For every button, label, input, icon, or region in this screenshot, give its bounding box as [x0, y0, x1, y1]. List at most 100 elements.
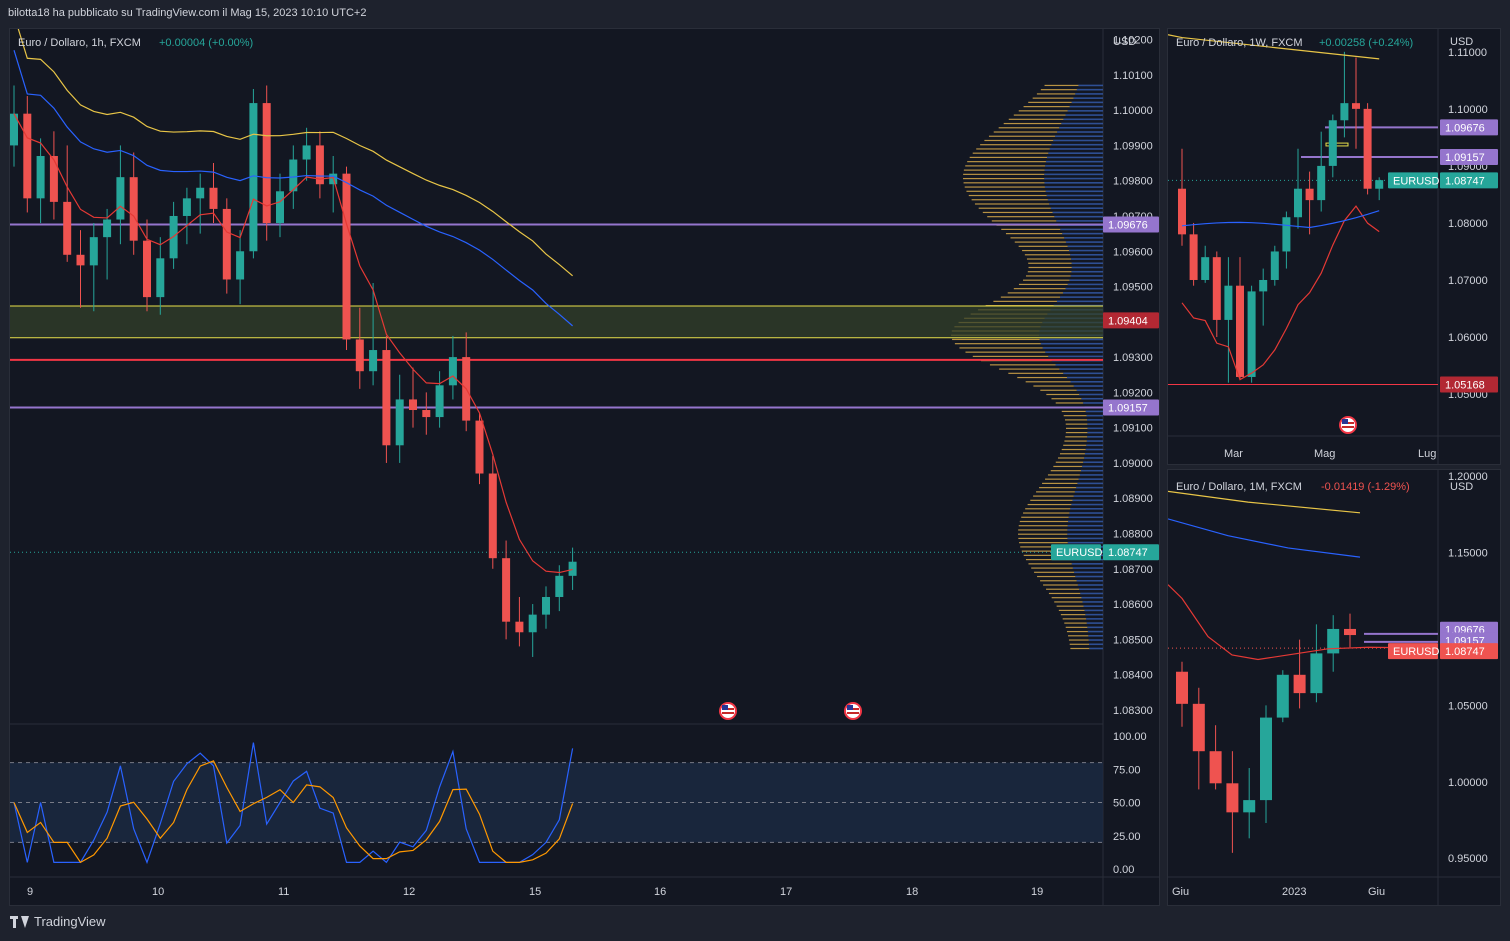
- candle-body: [1276, 674, 1289, 718]
- vp-up-bar: [1045, 160, 1103, 163]
- price-tick-label: 1.09200: [1113, 387, 1153, 399]
- weekly-chart-panel[interactable]: 1.11000 1.10000 1.09000 1.08000 1.07000 1.060…: [1167, 28, 1501, 465]
- vp-up-bar: [1087, 436, 1103, 438]
- price-tag-label: 1.08747: [1445, 646, 1485, 658]
- footer-bar: [0, 908, 1510, 941]
- us-flag-icon-stripe: [847, 712, 859, 714]
- candle-body: [143, 240, 151, 298]
- vp-down-bar: [1069, 643, 1090, 645]
- price-tag-bg: [1440, 172, 1498, 189]
- vp-up-bar: [1044, 173, 1103, 176]
- stoch-k-line: [13, 742, 574, 865]
- candle-body: [156, 258, 165, 298]
- symbol-tag-bg: [1051, 544, 1101, 561]
- tradingview-logo[interactable]: TradingView: [10, 914, 106, 929]
- vp-up-bar: [1083, 402, 1103, 404]
- vp-up-bar: [1074, 491, 1103, 493]
- candle-body: [1310, 653, 1323, 694]
- candle-body: [1236, 285, 1244, 377]
- price-tag-label: 1.09676: [1108, 219, 1148, 231]
- vp-down-bar: [1044, 84, 1079, 87]
- vp-down-bar: [1062, 618, 1087, 620]
- main-chart-panel[interactable]: 1.102001.101001.100001.099001.098001.097…: [9, 28, 1160, 906]
- vp-down-bar: [1022, 249, 1070, 252]
- candle-body: [555, 575, 564, 597]
- candle-body: [1270, 251, 1279, 280]
- vp-up-bar: [1069, 512, 1103, 514]
- main-chart-svg[interactable]: 1.102001.101001.100001.099001.098001.097…: [10, 29, 1159, 905]
- vp-up-bar: [1074, 571, 1103, 574]
- vp-down-bar: [1064, 419, 1088, 421]
- vp-up-bar: [1054, 215, 1103, 218]
- vp-down-bar: [1014, 241, 1066, 243]
- vp-down-bar: [980, 144, 1052, 146]
- price-tick-label: 1.10200: [1113, 35, 1153, 47]
- vp-down-bar: [1047, 474, 1080, 476]
- us-flag-icon-canton: [722, 705, 728, 710]
- time-label: 16: [654, 886, 666, 898]
- vp-up-bar: [1065, 287, 1103, 290]
- vp-up-bar: [1039, 338, 1103, 341]
- vp-down-bar: [1042, 482, 1078, 484]
- candle-body: [382, 350, 391, 446]
- vp-down-bar: [1068, 635, 1089, 637]
- vp-up-bar: [1070, 380, 1103, 383]
- publish-header-text: bilotta18 ha pubblicato su TradingView.c…: [8, 7, 367, 19]
- time-label: 19: [1031, 886, 1043, 898]
- price-tag-bg: [1103, 399, 1159, 416]
- candle-body: [1189, 234, 1198, 280]
- vp-up-bar: [1067, 110, 1103, 112]
- vp-down-bar: [1037, 575, 1076, 578]
- candle-body: [1226, 783, 1239, 813]
- candle-body: [1243, 800, 1256, 813]
- vp-up-bar: [1047, 156, 1103, 159]
- symbol-tag-label: EURUSD: [1393, 175, 1440, 187]
- vp-down-bar: [965, 351, 1046, 353]
- vp-down-bar: [1028, 563, 1072, 565]
- vp-up-bar: [1056, 300, 1103, 303]
- vp-down-bar: [1018, 245, 1068, 247]
- vp-down-bar: [1023, 106, 1070, 108]
- time-label: Mag: [1314, 448, 1335, 460]
- vp-down-bar: [1025, 275, 1071, 277]
- vp-down-bar: [968, 194, 1047, 197]
- price-tag-label: 1.09157: [1108, 403, 1148, 415]
- vp-down-bar: [1025, 558, 1071, 561]
- time-label: 11: [278, 886, 289, 898]
- candles: [10, 85, 577, 657]
- vp-up-bar: [1044, 186, 1103, 188]
- vp-down-bar: [1056, 605, 1084, 607]
- monthly-chart-panel[interactable]: 1.200001.150001.100001.050001.000000.950…: [1167, 469, 1501, 906]
- vp-down-bar: [1065, 431, 1088, 434]
- candle-body: [196, 187, 205, 199]
- time-label: Mar: [1224, 448, 1243, 460]
- demand-zone: [10, 305, 1103, 338]
- vp-up-bar: [1067, 283, 1103, 286]
- vp-up-bar: [1044, 177, 1103, 180]
- price-tick-label: 1.08300: [1113, 705, 1153, 717]
- vp-up-bar: [1076, 579, 1103, 582]
- vp-down-bar: [1068, 639, 1089, 641]
- candle-body: [1212, 257, 1221, 320]
- vp-down-bar: [1051, 597, 1082, 599]
- vp-down-bar: [1065, 423, 1088, 425]
- vp-down-bar: [1021, 550, 1069, 552]
- vp-up-bar: [1067, 533, 1103, 535]
- price-tick-label: 1.08000: [1448, 218, 1488, 230]
- vp-down-bar: [1027, 503, 1072, 506]
- zone-box: [1325, 142, 1349, 147]
- vp-up-bar: [1067, 524, 1103, 527]
- candle-body: [1328, 120, 1337, 166]
- monthly-chart-svg[interactable]: 1.200001.150001.100001.050001.000000.950…: [1168, 470, 1500, 905]
- vp-down-bar: [1040, 389, 1077, 391]
- price-tick-label: 1.08800: [1113, 528, 1153, 540]
- vp-down-bar: [1032, 97, 1074, 99]
- price-tick-label: 1.08400: [1113, 670, 1153, 682]
- candle-body: [1224, 285, 1233, 320]
- vp-down-bar: [1019, 542, 1068, 544]
- vp-up-bar: [1087, 423, 1103, 425]
- weekly-chart-svg[interactable]: 1.110001.100001.090001.080001.070001.060…: [1168, 29, 1500, 464]
- candle-body: [1293, 674, 1306, 694]
- vp-up-bar: [1071, 258, 1103, 260]
- vp-up-bar: [1075, 575, 1103, 578]
